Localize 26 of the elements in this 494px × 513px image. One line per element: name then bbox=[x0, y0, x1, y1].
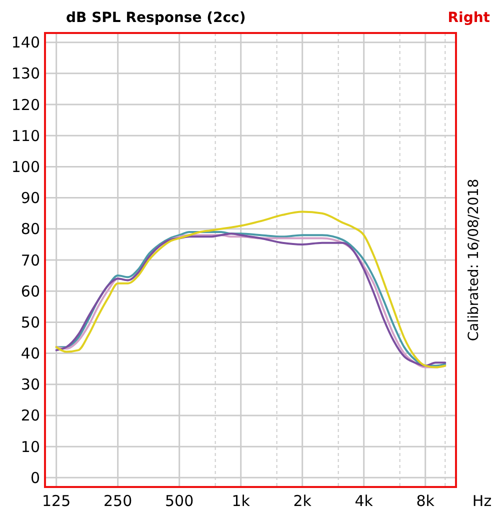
chart-title: dB SPL Response (2cc) bbox=[66, 10, 246, 26]
chart-subtitle: Right bbox=[448, 10, 490, 26]
x-tick-label: 1k bbox=[232, 492, 250, 510]
y-tick-label: 50 bbox=[20, 313, 40, 332]
y-tick-label: 140 bbox=[11, 34, 40, 52]
y-tick-label: 120 bbox=[11, 96, 40, 114]
x-tick-label: 2k bbox=[293, 492, 312, 510]
x-tick-label: 125 bbox=[42, 492, 71, 510]
y-tick-label: 90 bbox=[20, 189, 40, 208]
x-tick-label: 8k bbox=[416, 492, 435, 510]
y-tick-label: 100 bbox=[11, 158, 40, 176]
x-axis-title: Hz bbox=[472, 492, 492, 510]
y-tick-label: 60 bbox=[20, 282, 40, 300]
x-tick-label: 250 bbox=[104, 492, 132, 510]
y-tick-label: 130 bbox=[11, 64, 40, 83]
y-tick-label: 0 bbox=[30, 468, 40, 487]
y-tick-label: 30 bbox=[20, 376, 40, 394]
text: Calibrated: 16/08/2018 bbox=[466, 178, 482, 342]
y-tick-label: 40 bbox=[20, 344, 40, 363]
y-tick-label: 80 bbox=[20, 220, 40, 238]
y-tick-label: 70 bbox=[20, 251, 40, 270]
y-tick-label: 10 bbox=[20, 438, 40, 456]
y-tick-label: 110 bbox=[11, 126, 40, 145]
x-tick-label: 4k bbox=[354, 492, 374, 510]
x-tick-label: 500 bbox=[165, 492, 194, 510]
y-tick-label: 20 bbox=[20, 406, 40, 425]
